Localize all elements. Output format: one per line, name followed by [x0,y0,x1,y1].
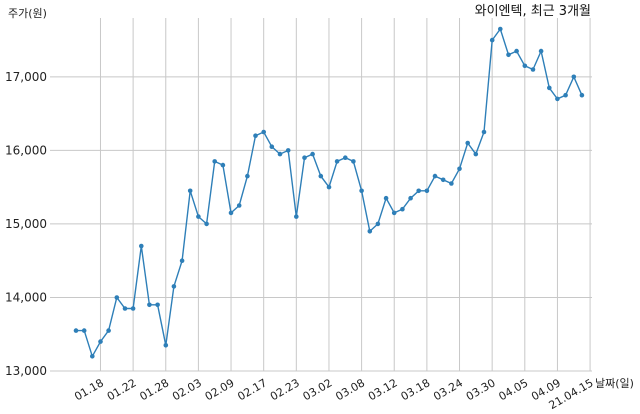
data-point [130,306,136,311]
data-point [547,85,552,91]
data-point [522,63,528,69]
data-point [424,188,430,194]
data-point [310,151,315,157]
data-point [171,284,177,289]
data-point [228,210,234,216]
y-tick-label: 16,000 [5,143,47,157]
data-point [506,52,511,58]
data-point [440,177,446,183]
data-point [383,195,389,201]
data-point [155,302,160,308]
y-axis: 13,000 14,000 15,000 16,000 17,000 [5,70,47,378]
x-tick-label: 01.18 [72,376,106,403]
data-point [449,181,454,186]
data-point [408,195,413,201]
x-tick-label: 04.05 [497,376,531,403]
data-point [351,159,356,164]
x-tick-label: 02.17 [235,376,269,403]
x-axis: 01.1801.2201.2802.0302.0902.1702.2303.02… [72,376,595,412]
data-point [416,188,422,194]
data-point [236,203,242,208]
data-point [294,214,299,219]
chart-title: 와이엔텍, 최근 3개월 [475,4,591,19]
data-point [212,159,217,164]
data-point [432,173,438,179]
data-point [90,354,95,359]
data-point [367,229,373,234]
y-tick-label: 14,000 [5,290,47,304]
data-point [391,210,397,216]
data-point [473,151,479,157]
data-point [114,295,120,300]
data-point [285,148,291,153]
data-point [514,48,519,54]
x-tick-label: 03.08 [333,376,367,403]
data-point [122,306,128,311]
x-tick-label: 03.02 [301,376,335,403]
x-axis-label: 날짜(일) [595,376,634,390]
data-point [73,328,79,333]
data-point [489,37,495,43]
grid [50,18,592,372]
data-point [187,188,193,194]
data-point [555,96,560,102]
data-point [277,151,283,157]
data-point [139,243,144,249]
data-point [81,328,87,333]
y-axis-label: 주가(원) [8,7,47,20]
data-point [465,140,471,146]
x-tick-label: 01.22 [105,376,139,403]
data-point [98,339,103,344]
data-point [220,162,226,168]
data-point [375,221,381,227]
data-point [245,173,250,179]
x-tick-label: 03.18 [399,376,433,403]
data-point [302,155,307,160]
data-point [261,129,267,135]
data-point [179,258,185,264]
data-point [204,221,209,227]
data-point [579,92,585,98]
y-tick-label: 15,000 [5,217,47,231]
data-point [147,302,152,308]
data-point [563,92,568,98]
x-tick-label: 02.23 [268,376,302,403]
x-tick-label: 01.28 [137,376,171,403]
data-point [457,166,462,172]
data-point [400,206,405,212]
data-point [253,133,258,138]
data-point [106,328,111,333]
data-point [359,188,364,194]
data-point [318,173,324,179]
data-point [196,214,201,219]
x-tick-label: 02.09 [203,376,237,403]
y-tick-label: 13,000 [5,364,47,378]
data-point [163,343,169,348]
data-point [343,155,348,160]
data-point [481,129,487,135]
x-tick-label: 03.24 [431,376,465,403]
data-point [530,67,536,72]
data-point [326,184,332,190]
y-tick-label: 17,000 [5,70,47,84]
x-tick-label: 02.03 [170,376,204,403]
data-point [334,159,340,164]
data-points [73,26,585,359]
data-point [571,74,577,80]
data-point [498,26,503,32]
x-tick-label: 03.12 [366,376,400,403]
data-point [538,48,544,54]
data-point [269,144,275,149]
x-tick-label: 03.30 [464,376,498,403]
